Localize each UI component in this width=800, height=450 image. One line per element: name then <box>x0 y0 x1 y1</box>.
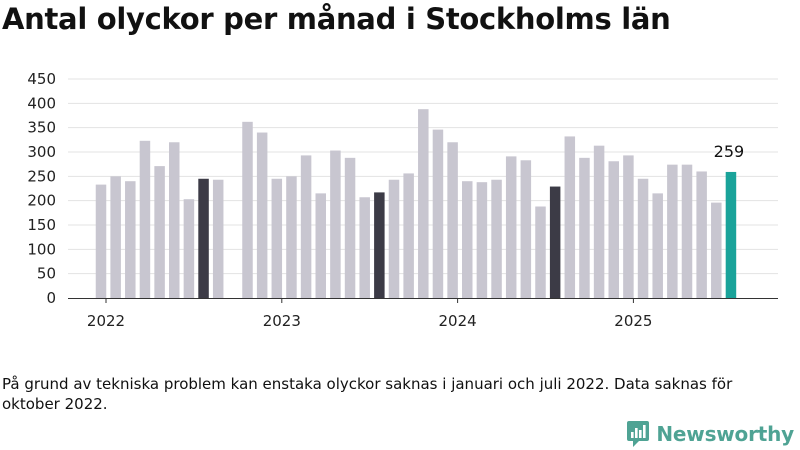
bar-2022-01 <box>95 184 107 298</box>
bar-2025-06 <box>696 171 707 298</box>
brand: Newsworthy <box>626 419 794 449</box>
y-tick-label: 250 <box>27 167 56 185</box>
bar-2023-06 <box>344 157 356 298</box>
bar-2024-07 <box>535 206 546 298</box>
y-tick-label: 150 <box>27 216 56 234</box>
bar-2023-09 <box>388 179 400 298</box>
bar-2024-12 <box>608 161 619 298</box>
y-tick-label: 450 <box>27 70 56 88</box>
bar-2022-04 <box>139 140 151 298</box>
bar-2024-04 <box>491 179 502 298</box>
bar-2024-06 <box>520 160 532 298</box>
bar-2024-01 <box>447 142 458 298</box>
x-axis-ticks: 2022 2023 2024 2025 <box>87 298 652 330</box>
bar-2024-11 <box>593 145 605 298</box>
bar-2023-03 <box>300 155 312 298</box>
newsworthy-logo-icon <box>627 421 650 447</box>
y-tick-label: 350 <box>27 119 56 137</box>
bar-2023-04 <box>315 193 326 298</box>
bar-2024-10 <box>579 157 590 298</box>
bar-2023-08 <box>374 192 385 298</box>
bars <box>95 109 737 299</box>
bar-2025-08 <box>725 171 737 298</box>
bar-2024-02 <box>462 181 473 298</box>
bar-2022-09 <box>212 179 224 298</box>
bar-2023-05 <box>330 150 341 298</box>
data-label: 259 <box>714 142 745 161</box>
y-tick-label: 400 <box>27 94 56 112</box>
bar-2025-04 <box>667 164 678 298</box>
bar-2022-12 <box>256 132 268 298</box>
bar-2025-05 <box>681 164 693 298</box>
bar-2025-02 <box>637 178 649 298</box>
bar-2024-05 <box>505 156 517 298</box>
bar-2024-09 <box>564 136 576 298</box>
bar-2022-06 <box>169 142 180 298</box>
bar-2022-02 <box>110 176 121 298</box>
x-tick-label: 2025 <box>614 312 652 330</box>
y-axis-ticks: 0 50 100 150 200 250 300 350 400 450 <box>27 70 56 307</box>
bar-2023-02 <box>286 176 297 298</box>
bar-2024-03 <box>476 182 488 298</box>
bar-2025-03 <box>652 193 663 298</box>
bar-2022-03 <box>125 181 136 298</box>
footnote: På grund av tekniska problem kan enstaka… <box>2 375 733 413</box>
bar-2023-12 <box>432 129 444 298</box>
bar-2023-11 <box>418 109 429 298</box>
bar-2025-01 <box>623 155 634 298</box>
y-tick-label: 200 <box>27 192 56 210</box>
x-tick-label: 2024 <box>439 312 477 330</box>
bar-2022-07 <box>183 199 195 298</box>
brand-name: Newsworthy <box>656 422 794 446</box>
bar-2023-07 <box>359 197 370 298</box>
bar-2025-07 <box>711 202 722 298</box>
bar-2023-10 <box>403 173 414 298</box>
y-tick-label: 300 <box>27 143 56 161</box>
bar-2023-01 <box>271 178 283 298</box>
x-tick-label: 2023 <box>263 312 301 330</box>
y-tick-label: 50 <box>37 265 56 283</box>
x-tick-label: 2022 <box>87 312 125 330</box>
y-tick-label: 100 <box>27 240 56 258</box>
bar-chart: 0 50 100 150 200 250 300 350 400 450 259 2022 2023… <box>27 70 778 330</box>
bar-2022-05 <box>154 166 165 298</box>
chart-title: Antal olyckor per månad i Stockholms län <box>2 2 671 36</box>
bar-2022-08 <box>198 178 209 298</box>
bar-2022-11 <box>242 121 253 299</box>
y-tick-label: 0 <box>46 289 56 307</box>
data-labels: 259 <box>714 142 745 161</box>
bar-2024-08 <box>549 186 561 298</box>
